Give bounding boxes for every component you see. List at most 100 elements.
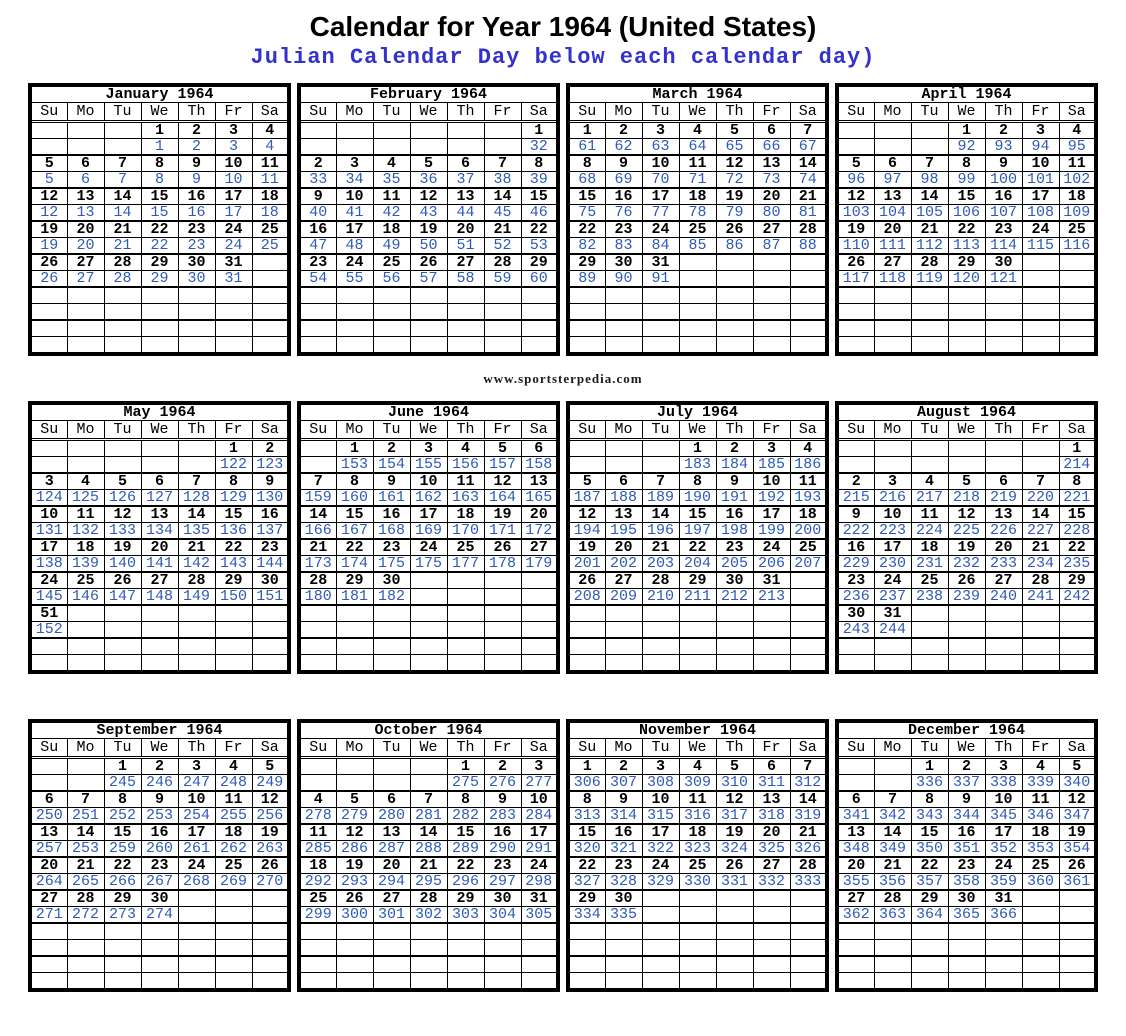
empty-cell (836, 922, 875, 940)
julian-day-cell: 50 (409, 237, 448, 255)
weekday-header: Th (446, 102, 485, 123)
empty-cell (678, 319, 717, 337)
julian-day-cell: 149 (177, 588, 216, 606)
empty-cell (947, 319, 986, 337)
calendar-day-cell: 10 (641, 790, 680, 808)
empty-cell (446, 637, 485, 655)
calendar-day-cell: 17 (520, 823, 559, 841)
julian-day-cell: 147 (103, 588, 142, 606)
empty-cell (177, 906, 216, 924)
empty-cell (947, 621, 986, 639)
julian-day-cell: 137 (251, 522, 290, 540)
calendar-day-cell: 30 (984, 253, 1023, 271)
empty-cell (789, 621, 828, 639)
julian-day-cell: 104 (873, 204, 912, 222)
empty-cell (789, 955, 828, 973)
empty-cell (910, 336, 949, 355)
weekday-header: We (947, 102, 986, 123)
julian-day-cell: 298 (520, 873, 559, 891)
calendar-day-cell: 11 (214, 790, 253, 808)
empty-cell (177, 637, 216, 655)
empty-cell (678, 654, 717, 673)
julian-day-cell: 181 (335, 588, 374, 606)
calendar-day-cell: 2 (298, 154, 337, 172)
calendar-day-cell: 31 (873, 604, 912, 622)
julian-day-cell: 35 (372, 171, 411, 189)
julian-day-cell: 100 (984, 171, 1023, 189)
julian-day-cell: 357 (910, 873, 949, 891)
calendar-day-cell: 28 (789, 856, 828, 874)
empty-cell (752, 319, 791, 337)
julian-day-cell: 253 (66, 840, 105, 858)
empty-cell (520, 955, 559, 973)
empty-cell (1021, 456, 1060, 474)
empty-cell (678, 336, 717, 355)
empty-cell (29, 774, 68, 792)
julian-day-cell: 225 (947, 522, 986, 540)
empty-cell (567, 621, 606, 639)
calendar-day-cell: 31 (214, 253, 253, 271)
empty-cell (1058, 604, 1097, 622)
calendar-day-cell: 2 (483, 756, 522, 775)
julian-day-cell: 113 (947, 237, 986, 255)
julian-day-cell: 155 (409, 456, 448, 474)
calendar-day-cell: 19 (29, 220, 68, 238)
empty-cell (335, 939, 374, 957)
empty-cell (520, 336, 559, 355)
empty-cell (604, 972, 643, 991)
empty-cell (1021, 303, 1060, 321)
calendar-day-cell: 23 (140, 856, 179, 874)
empty-cell (641, 319, 680, 337)
julian-day-cell: 250 (29, 807, 68, 825)
julian-day-cell: 123 (251, 456, 290, 474)
calendar-day-cell: 7 (789, 120, 828, 139)
calendar-day-cell: 14 (298, 505, 337, 523)
empty-cell (483, 621, 522, 639)
empty-cell (298, 955, 337, 973)
julian-day-cell: 143 (214, 555, 253, 573)
calendar-day-cell: 1 (567, 120, 606, 139)
calendar-day-cell: 15 (446, 823, 485, 841)
weekday-header: Fr (214, 738, 253, 759)
empty-cell (836, 939, 875, 957)
empty-cell (409, 939, 448, 957)
weekday-header: Th (984, 738, 1023, 759)
calendar-day-cell: 1 (947, 120, 986, 139)
julian-day-cell: 362 (836, 906, 875, 924)
empty-cell (678, 955, 717, 973)
empty-cell (446, 303, 485, 321)
julian-day-cell: 202 (604, 555, 643, 573)
empty-cell (752, 637, 791, 655)
empty-cell (29, 319, 68, 337)
julian-day-cell: 343 (910, 807, 949, 825)
calendar-day-cell: 12 (483, 472, 522, 490)
julian-day-cell: 217 (910, 489, 949, 507)
empty-cell (567, 319, 606, 337)
calendar-day-cell: 21 (910, 220, 949, 238)
weekday-header: Tu (910, 102, 949, 123)
calendar-day-cell: 13 (873, 187, 912, 205)
julian-day-cell: 89 (567, 270, 606, 288)
julian-day-cell: 261 (177, 840, 216, 858)
empty-cell (1021, 654, 1060, 673)
weekday-header: We (140, 102, 179, 123)
calendar-day-cell: 21 (641, 538, 680, 556)
calendar-day-cell: 15 (214, 505, 253, 523)
calendar-day-cell: 4 (910, 472, 949, 490)
julian-day-cell: 314 (604, 807, 643, 825)
empty-cell (483, 138, 522, 156)
julian-day-cell: 360 (1021, 873, 1060, 891)
julian-day-cell: 98 (910, 171, 949, 189)
calendar-day-cell: 18 (789, 505, 828, 523)
calendar-day-cell: 9 (604, 154, 643, 172)
calendar-day-cell: 20 (604, 538, 643, 556)
julian-day-cell: 358 (947, 873, 986, 891)
calendar-day-cell: 2 (140, 756, 179, 775)
julian-day-cell: 246 (140, 774, 179, 792)
band-gap (0, 674, 1126, 719)
calendar-day-cell: 19 (251, 823, 290, 841)
julian-day-cell: 39 (520, 171, 559, 189)
empty-cell (984, 939, 1023, 957)
empty-cell (140, 972, 179, 991)
calendar-day-cell: 13 (29, 823, 68, 841)
